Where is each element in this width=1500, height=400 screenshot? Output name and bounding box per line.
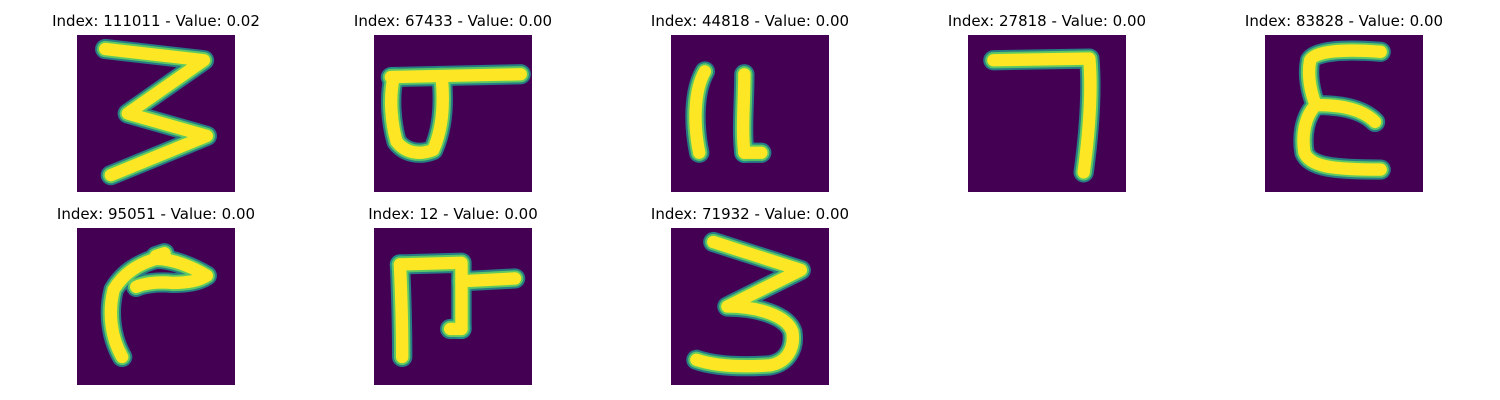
image-panel-2: Index: 67433 - Value: 0.00	[323, 12, 583, 202]
glyph-loop-bar-icon	[374, 35, 532, 192]
glyph-3b-icon	[671, 228, 829, 385]
glyph-7-icon	[968, 35, 1126, 192]
panel-title: Index: 83828 - Value: 0.00	[1244, 12, 1444, 30]
panel-title: Index: 12 - Value: 0.00	[368, 205, 538, 223]
panel-title: Index: 67433 - Value: 0.00	[353, 12, 553, 30]
glyph-frame-icon	[374, 228, 532, 385]
image-panel-7: Index: 12 - Value: 0.00	[323, 205, 583, 395]
image-panel-6: Index: 95051 - Value: 0.00	[26, 205, 286, 395]
glyph-3-icon	[77, 35, 235, 192]
glyph-hook-icon	[77, 228, 235, 385]
image-panel-1: Index: 111011 - Value: 0.02	[26, 12, 286, 202]
panel-title: Index: 95051 - Value: 0.00	[56, 205, 256, 223]
image-panel-8: Index: 71932 - Value: 0.00	[620, 205, 880, 395]
image-panel-4: Index: 27818 - Value: 0.00	[917, 12, 1177, 202]
panel-title: Index: 27818 - Value: 0.00	[947, 12, 1147, 30]
panel-title: Index: 44818 - Value: 0.00	[650, 12, 850, 30]
image-panel-3: Index: 44818 - Value: 0.00	[620, 12, 880, 202]
glyph-m-icon	[671, 35, 829, 192]
panel-title: Index: 71932 - Value: 0.00	[650, 205, 850, 223]
glyph-epsilon-icon	[1265, 35, 1423, 192]
panel-title: Index: 111011 - Value: 0.02	[52, 12, 260, 30]
image-panel-5: Index: 83828 - Value: 0.00	[1214, 12, 1474, 202]
